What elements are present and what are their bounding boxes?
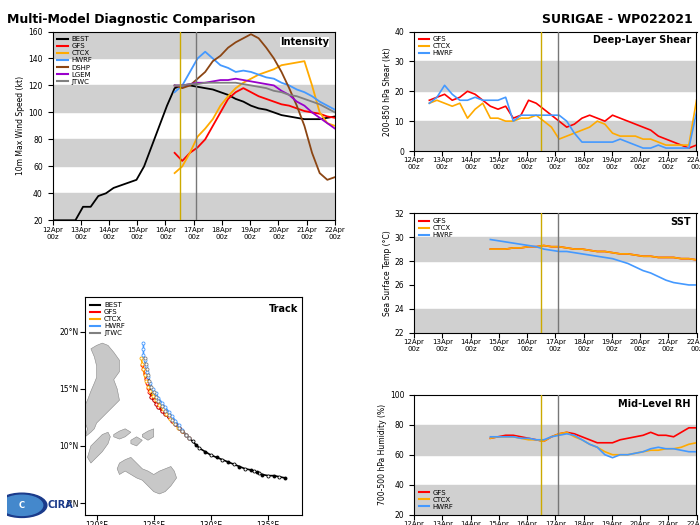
Text: CIRA: CIRA (48, 500, 74, 510)
Bar (414, 425, 696, 455)
Polygon shape (142, 429, 154, 440)
Legend: GFS, CTCX, HWRF: GFS, CTCX, HWRF (417, 488, 455, 511)
Bar (52, 86, 335, 112)
Polygon shape (113, 429, 131, 439)
Circle shape (1, 495, 43, 516)
Polygon shape (117, 457, 176, 494)
Bar (414, 309, 696, 333)
Text: Multi-Model Diagnostic Comparison: Multi-Model Diagnostic Comparison (7, 13, 256, 26)
Legend: GFS, CTCX, HWRF: GFS, CTCX, HWRF (417, 217, 455, 239)
Polygon shape (88, 432, 111, 463)
Legend: GFS, CTCX, HWRF: GFS, CTCX, HWRF (417, 35, 455, 58)
Y-axis label: 10m Max Wind Speed (kt): 10m Max Wind Speed (kt) (17, 76, 25, 175)
Bar (414, 485, 696, 514)
Text: SST: SST (670, 217, 691, 227)
Bar (414, 61, 696, 91)
Y-axis label: 200-850 hPa Shear (kt): 200-850 hPa Shear (kt) (383, 47, 392, 135)
Bar (414, 121, 696, 151)
Circle shape (0, 493, 47, 518)
Bar (52, 139, 335, 166)
Y-axis label: 700-500 hPa Humidity (%): 700-500 hPa Humidity (%) (378, 404, 387, 505)
Legend: BEST, GFS, CTCX, HWRF, JTWC: BEST, GFS, CTCX, HWRF, JTWC (89, 301, 126, 338)
Text: Mid-Level RH: Mid-Level RH (618, 398, 691, 408)
Bar (52, 193, 335, 220)
Y-axis label: Sea Surface Temp (°C): Sea Surface Temp (°C) (383, 230, 392, 316)
Bar (414, 237, 696, 261)
Text: Track: Track (269, 304, 298, 314)
Bar (52, 32, 335, 58)
Text: SURIGAE - WP022021: SURIGAE - WP022021 (542, 13, 693, 26)
Legend: BEST, GFS, CTCX, HWRF, DSHP, LGEM, JTWC: BEST, GFS, CTCX, HWRF, DSHP, LGEM, JTWC (56, 35, 94, 86)
Polygon shape (131, 437, 142, 446)
Text: Intensity: Intensity (280, 37, 329, 47)
Polygon shape (83, 343, 120, 437)
Text: Deep-Layer Shear: Deep-Layer Shear (593, 35, 691, 45)
Text: C: C (19, 501, 25, 510)
